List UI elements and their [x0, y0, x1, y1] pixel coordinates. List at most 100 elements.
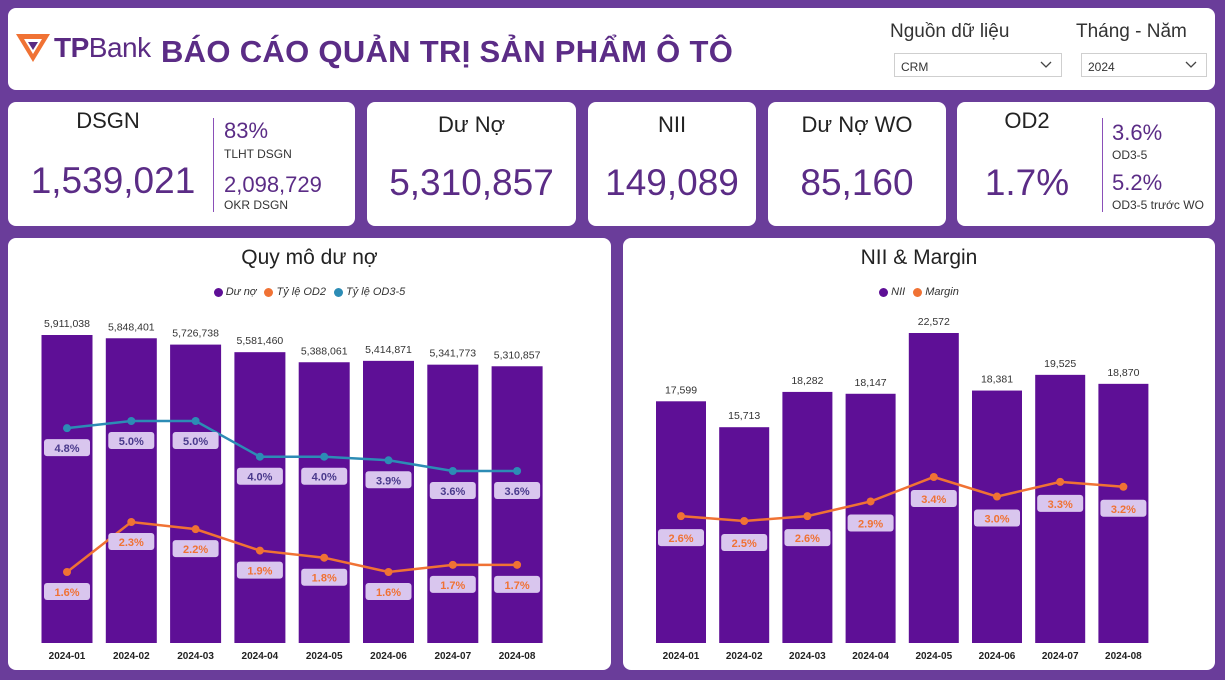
data-label-bg — [847, 514, 894, 532]
series-point — [1119, 482, 1128, 491]
series-point — [384, 456, 393, 465]
category-label: 2024-04 — [242, 651, 279, 662]
bar — [363, 360, 414, 643]
kpi-card-du-no: Dư Nợ 5,310,857 — [367, 102, 576, 226]
series-point — [1056, 477, 1065, 486]
kpi-card-du-no-wo: Dư Nợ WO 85,160 — [768, 102, 946, 226]
data-label-bg — [301, 467, 348, 485]
series-point — [677, 512, 685, 521]
data-label-bg — [658, 529, 704, 547]
data-label-bg — [236, 467, 283, 485]
filter-source-label: Nguồn dữ liệu — [890, 21, 1010, 42]
category-label: 2024-03 — [789, 651, 826, 662]
data-label: 2.2% — [183, 544, 208, 556]
kpi-nii-value: 149,089 — [605, 162, 739, 203]
data-label-bg — [108, 432, 155, 449]
category-label: 2024-08 — [499, 651, 536, 662]
data-label: 3.2% — [1111, 504, 1136, 516]
data-label: 2.6% — [795, 533, 820, 545]
kpi-dsgn-label: DSGN — [76, 108, 140, 133]
data-label: 2.9% — [858, 518, 883, 530]
bar-value-label: 17,599 — [665, 384, 697, 396]
category-label: 2024-06 — [370, 651, 407, 662]
data-label: 5.0% — [119, 436, 144, 448]
legend-label: Dư nợ — [225, 286, 257, 298]
bar — [298, 362, 350, 643]
category-label: 2024-06 — [979, 651, 1016, 662]
category-label: 2024-05 — [915, 651, 952, 662]
series-point — [320, 452, 329, 461]
data-label: 1.7% — [505, 580, 530, 592]
data-label: 3.4% — [921, 494, 946, 506]
chevron-down-icon — [1185, 61, 1197, 68]
data-label-bg — [429, 482, 476, 499]
data-label: 4.0% — [247, 472, 272, 484]
data-label-bg — [365, 583, 412, 600]
kpi-du-no-label: Dư Nợ — [437, 112, 506, 137]
kpi-divider — [1102, 118, 1103, 212]
report-title: BÁO CÁO QUẢN TRỊ SẢN PHẨM Ô TÔ — [161, 34, 734, 69]
filter-period-label: Tháng - Năm — [1076, 21, 1187, 42]
data-label: 1.8% — [312, 573, 337, 585]
logo-tp-text: TP — [54, 32, 89, 63]
series-line — [680, 475, 1124, 523]
kpi-dsgn-value: 1,539,021 — [30, 160, 196, 201]
series-point — [513, 560, 522, 569]
chart-svg-nii: 17,599 2024-01 15,713 2024-02 18,282 2024-03 1… — [656, 316, 1149, 662]
data-label-bg — [172, 540, 219, 558]
bar-value-label: 5,848,401 — [108, 321, 155, 333]
chart-legend: NII Margin — [623, 286, 1215, 298]
bar-value-label: 5,341,773 — [429, 348, 476, 360]
data-label-bg — [236, 561, 283, 579]
kpi-okr-label: OKR DSGN — [224, 198, 289, 212]
series-point — [63, 568, 71, 576]
bar-value-label: 5,726,738 — [172, 328, 219, 340]
data-label: 1.9% — [247, 566, 272, 578]
category-label: 2024-02 — [726, 651, 763, 662]
legend-item[interactable]: Tỷ lệ OD2 — [264, 286, 326, 298]
data-label-bg — [172, 432, 219, 449]
filter-source-select[interactable]: CRM — [894, 53, 1062, 77]
series-point — [513, 467, 522, 475]
chart-legend: Dư nợ Tỷ lệ OD2 Tỷ lệ OD3-5 — [8, 286, 611, 298]
filter-period-select[interactable]: 2024 — [1081, 53, 1207, 77]
kpi-tlht-label: TLHT DSGN — [224, 147, 292, 161]
legend-item[interactable]: Margin — [913, 286, 959, 298]
category-label: 2024-07 — [434, 651, 471, 662]
legend-label: Tỷ lệ OD3-5 — [345, 286, 406, 298]
data-label-bg — [721, 534, 768, 551]
data-label-bg — [494, 575, 541, 593]
tpbank-logo: TPBank — [16, 32, 151, 64]
legend-label: Tỷ lệ OD2 — [276, 286, 326, 298]
bar-value-label: 18,870 — [1107, 367, 1139, 379]
bar-value-label: 19,525 — [1044, 358, 1076, 370]
data-label-bg — [429, 575, 476, 593]
legend-item[interactable]: Tỷ lệ OD3-5 — [333, 286, 406, 298]
legend-label: Margin — [925, 286, 959, 298]
series-point — [255, 546, 264, 555]
kpi-od35-wo-label: OD3-5 trước WO — [1112, 198, 1204, 212]
tpbank-logo-icon — [16, 34, 50, 62]
kpi-du-no-wo-label: Dư Nợ WO — [801, 112, 913, 137]
data-label: 3.9% — [376, 475, 401, 487]
kpi-nii-label: NII — [657, 112, 687, 137]
bar-value-label: 5,911,038 — [44, 318, 90, 330]
bar-value-label: 18,282 — [791, 375, 823, 387]
legend-item[interactable]: Dư nợ — [213, 286, 257, 298]
bar — [105, 338, 157, 643]
legend-item[interactable]: NII — [879, 286, 905, 298]
chart-panel-nii-margin: NII & Margin NII Margin 17,599 2024-01 15,… — [623, 238, 1215, 670]
legend-label: NII — [891, 286, 906, 298]
bar-value-label: 5,310,857 — [494, 349, 541, 361]
logo-bank-text: Bank — [88, 32, 151, 63]
series-point — [127, 417, 136, 425]
kpi-okr-value: 2,098,729 — [224, 172, 322, 197]
data-label: 2.5% — [732, 538, 757, 550]
chevron-down-icon — [1040, 61, 1052, 68]
series-point — [384, 568, 393, 576]
chart-svg-du-no: 5,911,038 2024-01 5,848,401 2024-02 5,726,73… — [41, 318, 543, 662]
data-label: 3.6% — [440, 486, 465, 498]
category-label: 2024-08 — [1105, 651, 1142, 662]
series-point — [929, 473, 938, 481]
series-point — [866, 497, 875, 506]
